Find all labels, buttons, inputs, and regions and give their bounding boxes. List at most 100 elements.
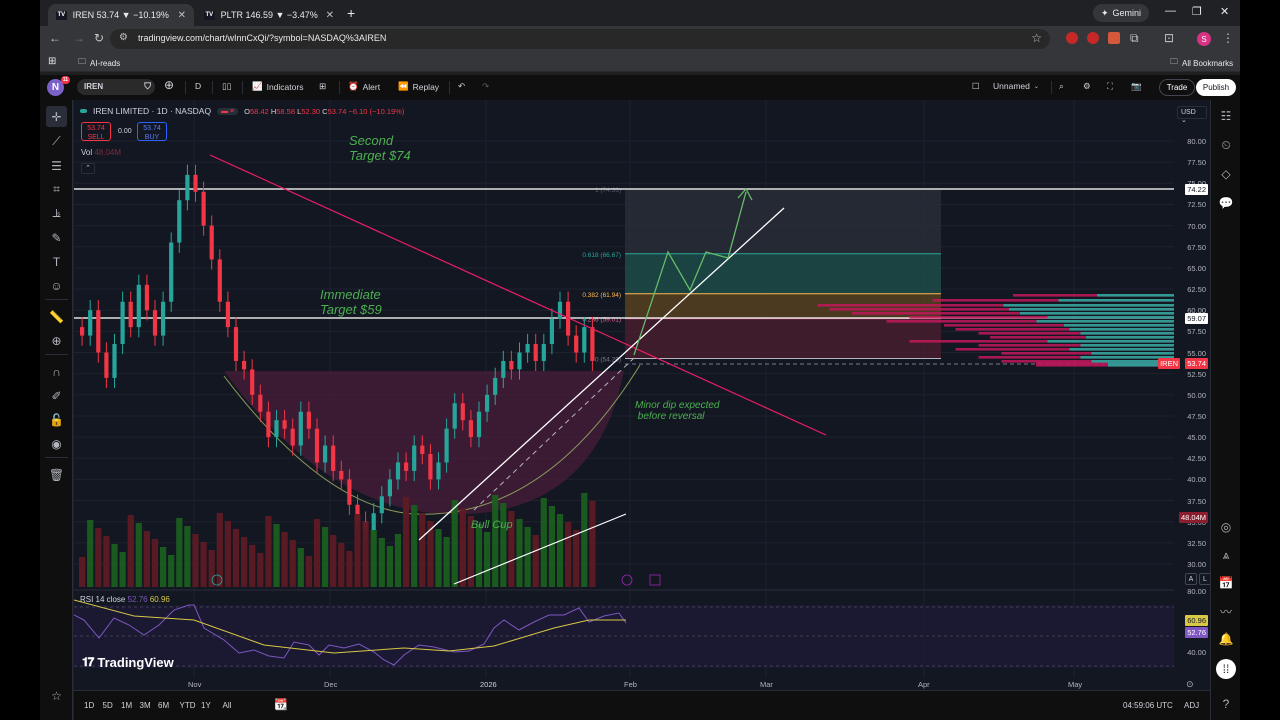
indicators-button[interactable]: 📈 Indicators bbox=[252, 81, 303, 92]
trend-line-icon[interactable]: ⟋ bbox=[52, 134, 61, 148]
menu-kebab-icon[interactable]: ⋮ bbox=[1222, 31, 1234, 45]
lock-icon[interactable]: 🔓 bbox=[49, 412, 64, 427]
range-button-all[interactable]: All bbox=[222, 701, 232, 710]
screener-icon[interactable]: ◎ bbox=[1220, 520, 1232, 534]
new-tab-icon[interactable]: + bbox=[347, 5, 356, 21]
quick-search-icon[interactable]: ⌕ bbox=[1059, 81, 1064, 91]
alerts-clock-icon[interactable]: ⏲ bbox=[1221, 137, 1231, 152]
help-icon[interactable]: ? bbox=[1222, 697, 1230, 711]
news-feed-icon[interactable]: 〰 bbox=[1219, 604, 1232, 619]
annotation-minor-dip[interactable]: Minor dip expected before reversal bbox=[635, 400, 720, 422]
range-button-1d[interactable]: 1D bbox=[84, 701, 95, 710]
symbol-search[interactable]: IREN ⛉ bbox=[77, 79, 155, 95]
buy-button[interactable]: 53.74 BUY bbox=[137, 122, 167, 141]
close-tab-icon[interactable]: ✕ bbox=[177, 9, 186, 21]
bookmark-star-icon[interactable]: ☆ bbox=[1031, 31, 1042, 45]
range-button-1y[interactable]: 1Y bbox=[201, 701, 211, 710]
forward-icon[interactable]: → bbox=[73, 31, 85, 45]
go-to-date-icon[interactable]: 📆 bbox=[274, 699, 288, 711]
templates-grid-icon[interactable]: ⊞ bbox=[319, 81, 327, 91]
browser-tab-pltr[interactable]: TV PLTR 146.59 ▼ −3.47% Unnamed ✕ bbox=[196, 4, 342, 26]
notifications-bell-icon[interactable]: 🔔 bbox=[1218, 632, 1234, 646]
brush-icon[interactable]: ✎ bbox=[51, 230, 62, 245]
extension-icon[interactable] bbox=[1066, 32, 1078, 44]
pine-editor-icon[interactable]: ⩓ bbox=[1222, 547, 1230, 562]
tab-search-icon[interactable]: ⊡ bbox=[1164, 31, 1175, 45]
crosshair-icon[interactable]: ✛ bbox=[46, 106, 67, 127]
restore-icon[interactable]: ❐ bbox=[1192, 6, 1202, 18]
site-info-icon[interactable]: ⚙ bbox=[119, 32, 128, 43]
rsi-label[interactable]: RSI 14 close bbox=[80, 595, 126, 604]
annotation-bull-cup[interactable]: Bull Cup bbox=[471, 519, 513, 531]
layout-name-dropdown[interactable]: Unnamed ⌄ bbox=[993, 81, 1039, 91]
lock-drawing-icon[interactable]: ✐ bbox=[51, 388, 62, 403]
object-tree-layers-icon[interactable]: ◇ bbox=[1221, 167, 1231, 181]
magnet-icon[interactable]: ∩ bbox=[52, 364, 61, 379]
price-axis[interactable]: 80.00 77.50 75.00 72.50 70.00 67.50 65.00 62.50… bbox=[1158, 100, 1210, 690]
forecast-icon[interactable]: ⫡ bbox=[52, 206, 61, 220]
compare-add-icon[interactable]: ⊕ bbox=[164, 78, 175, 92]
candles-chart-type-icon[interactable]: ▯▯ bbox=[222, 81, 232, 91]
eye-hide-icon[interactable]: ◉ bbox=[51, 436, 62, 451]
text-icon[interactable]: T bbox=[52, 254, 61, 269]
range-button-5d[interactable]: 5D bbox=[102, 701, 113, 710]
tradingview-watermark[interactable]: 𝟏𝟕 TradingView bbox=[82, 655, 174, 670]
redo-icon[interactable]: ↷ bbox=[482, 81, 490, 91]
extension-icon[interactable] bbox=[1108, 32, 1120, 44]
chart-pane[interactable]: 1 (74.33) 0.618 (66.67) 0.382 (61.94) 0.236… bbox=[74, 100, 1210, 690]
trade-button[interactable]: Trade bbox=[1159, 79, 1195, 96]
chart-canvas[interactable]: 1 (74.33) 0.618 (66.67) 0.382 (61.94) 0.236… bbox=[74, 100, 1210, 690]
annotation-second-target[interactable]: Second Target $74 bbox=[349, 133, 411, 163]
reload-icon[interactable]: ↻ bbox=[94, 31, 105, 45]
undo-icon[interactable]: ↶ bbox=[458, 81, 466, 91]
browser-tab-iren[interactable]: TV IREN 53.74 ▼ −10.19% Unnamed ✕ bbox=[48, 4, 194, 26]
emoji-icon[interactable]: ☺ bbox=[50, 278, 63, 293]
replay-button[interactable]: ⏪ Replay bbox=[398, 81, 439, 92]
settings-gear-icon[interactable]: ⚙ bbox=[1083, 81, 1091, 91]
extension-icon[interactable] bbox=[1087, 32, 1099, 44]
range-button-6m[interactable]: 6M bbox=[158, 701, 170, 710]
currency-dropdown[interactable]: USD ⌄ bbox=[1177, 106, 1207, 124]
bookmark-folder-ai-reads[interactable]: 🗀 AI-reads bbox=[78, 56, 120, 70]
close-tab-icon[interactable]: ✕ bbox=[325, 9, 334, 21]
auto-scale-button[interactable]: A bbox=[1185, 573, 1197, 585]
collapse-legend-icon[interactable]: ⌃ bbox=[81, 163, 95, 174]
address-bar[interactable]: ⚙ tradingview.com/chart/wInnCxQi/?symbol… bbox=[110, 29, 1050, 49]
zoom-in-icon[interactable]: ⊕ bbox=[51, 333, 62, 348]
watchlist-star-icon[interactable]: ☆ bbox=[51, 688, 62, 703]
annotation-immediate-target[interactable]: Immediate Target $59 bbox=[320, 287, 382, 317]
watchlist-icon[interactable]: ☷ bbox=[1220, 109, 1232, 123]
apps-grid-icon[interactable]: ⊞ bbox=[48, 56, 57, 67]
minimize-icon[interactable]: — bbox=[1165, 5, 1176, 17]
snapshot-camera-icon[interactable]: 📷 bbox=[1131, 81, 1142, 91]
time-axis[interactable]: Nov Dec 2026 Feb Mar Apr May bbox=[74, 677, 1174, 690]
log-scale-button[interactable]: L bbox=[1199, 573, 1210, 585]
ruler-icon[interactable]: 📏 bbox=[49, 309, 64, 324]
publish-button[interactable]: Publish bbox=[1196, 79, 1236, 96]
back-icon[interactable]: ← bbox=[49, 31, 61, 45]
range-button-1m[interactable]: 1M bbox=[121, 701, 133, 710]
legend-toggle[interactable]: ▬ ≡ bbox=[217, 107, 239, 115]
close-window-icon[interactable]: ✕ bbox=[1220, 6, 1230, 18]
range-button-ytd[interactable]: YTD bbox=[179, 701, 196, 710]
patterns-icon[interactable]: ⌗ bbox=[53, 182, 60, 196]
profile-avatar[interactable]: S bbox=[1197, 32, 1211, 46]
range-button-3m[interactable]: 3M bbox=[139, 701, 151, 710]
clock-timezone[interactable]: 04:59:06 UTC bbox=[1123, 701, 1173, 710]
all-bookmarks-button[interactable]: 🗀 All Bookmarks bbox=[1170, 56, 1233, 70]
interval-button[interactable]: D bbox=[195, 81, 202, 91]
fib-retracement-icon[interactable]: ☰ bbox=[51, 158, 62, 173]
calendar-icon[interactable]: 📅 bbox=[1218, 576, 1234, 590]
extensions-puzzle-icon[interactable]: ⧉ bbox=[1130, 31, 1139, 45]
chat-icon[interactable]: 💬 bbox=[1218, 196, 1234, 210]
fullscreen-icon[interactable]: ⛶ bbox=[1107, 81, 1113, 91]
chart-title[interactable]: IREN LIMITED · 1D · NASDAQ bbox=[93, 106, 212, 116]
user-avatar[interactable]: N 11 bbox=[47, 76, 70, 96]
trash-icon[interactable]: 🗑 bbox=[48, 467, 65, 482]
axis-settings-icon[interactable]: ⊙ bbox=[1186, 679, 1194, 689]
gemini-button[interactable]: ✦ Gemini bbox=[1093, 4, 1150, 22]
sell-button[interactable]: 53.74 SELL bbox=[81, 122, 111, 141]
alert-button[interactable]: ⏰ Alert bbox=[348, 81, 380, 92]
layout-checkbox-icon[interactable]: ☐ bbox=[972, 81, 980, 91]
adjust-data-button[interactable]: ADJ bbox=[1184, 701, 1200, 710]
